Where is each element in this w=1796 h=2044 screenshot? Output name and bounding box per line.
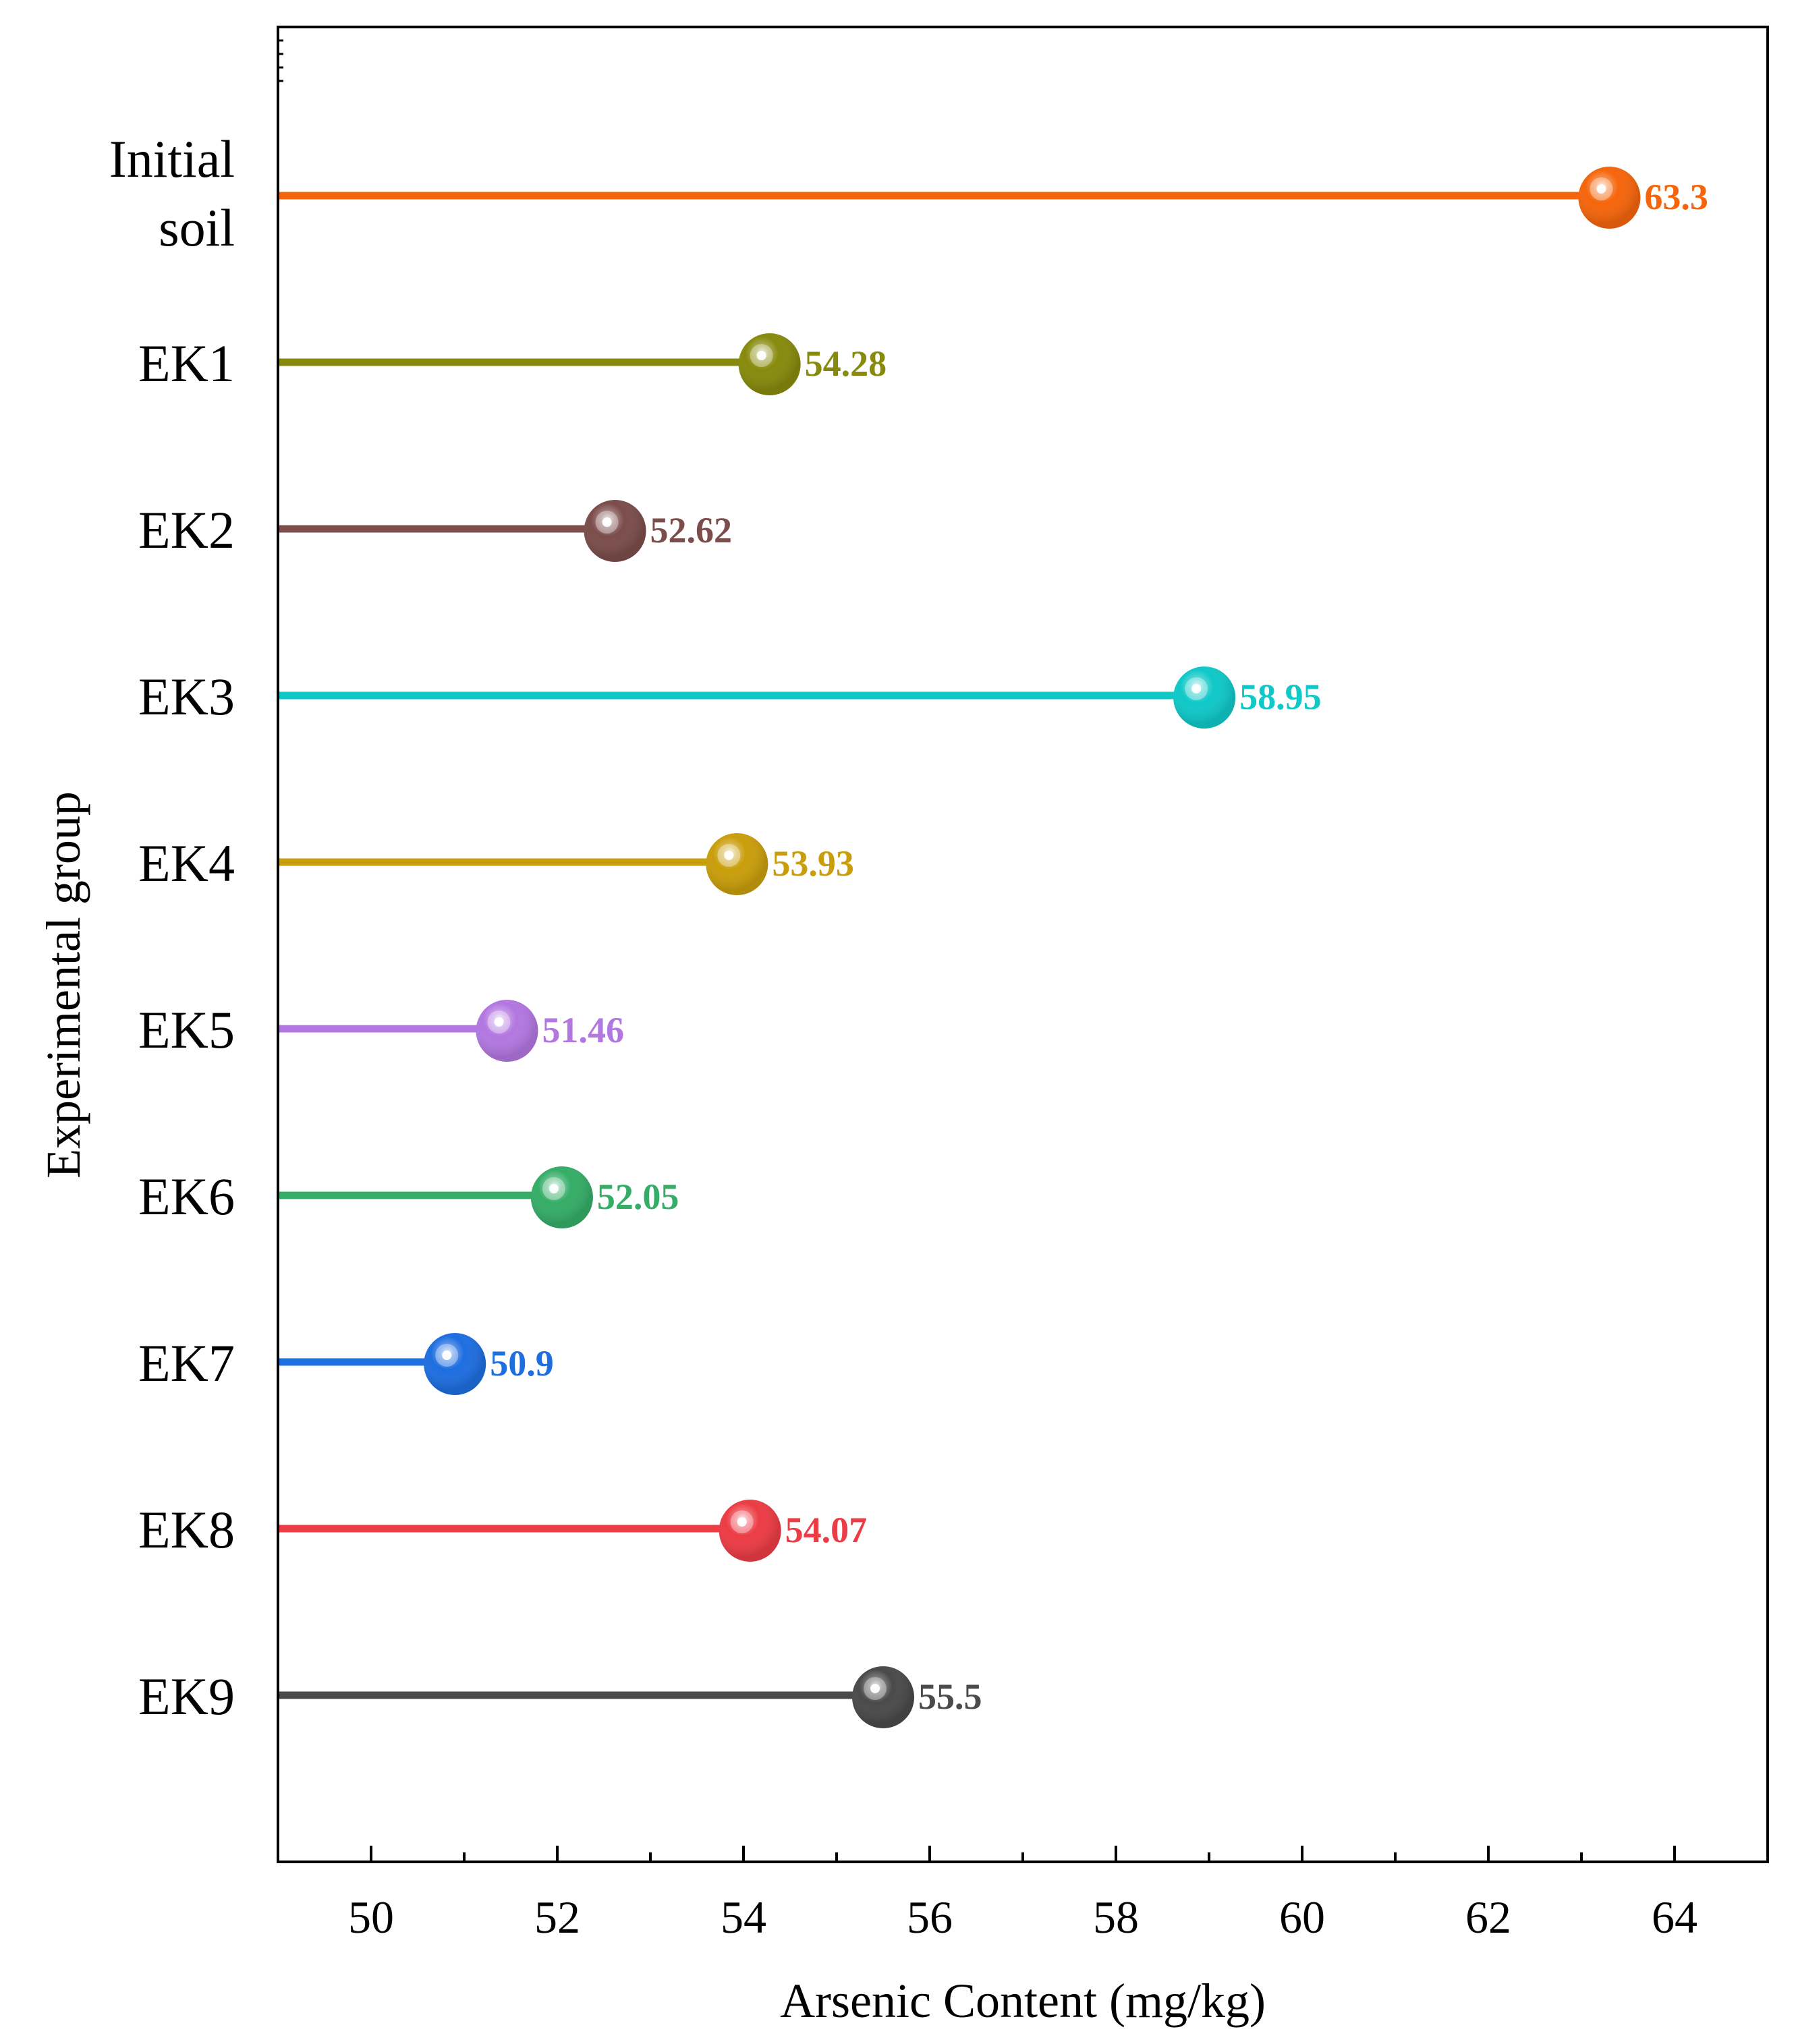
marker-highlight-dot [494,1017,504,1027]
marker-shine [424,1333,486,1395]
marker-highlight-dot [1191,684,1202,693]
y-axis-title: Experimental group [36,791,90,1179]
marker-shine [1578,167,1641,229]
category-label: EK9 [138,1667,235,1726]
category-label: EK8 [138,1500,235,1559]
lollipop-marker [424,1333,486,1395]
value-label: 55.5 [918,1676,982,1717]
value-label: 52.62 [650,510,733,550]
x-tick-label: 64 [1652,1892,1697,1943]
value-label: 50.9 [490,1343,554,1384]
marker-highlight-dot [870,1684,880,1693]
category-label: EK1 [138,334,235,393]
x-tick-label: 52 [534,1892,580,1943]
marker-shine [584,500,646,562]
marker-shine [1173,666,1236,729]
value-label: 54.07 [785,1510,868,1550]
category-label: EK5 [138,1000,235,1059]
value-label: 51.46 [542,1010,624,1050]
marker-shine [530,1166,593,1228]
marker-highlight-dot [1596,184,1606,194]
value-label: 52.05 [597,1176,679,1217]
category-label: EK2 [138,501,235,559]
marker-highlight-dot [442,1351,452,1360]
value-label: 53.93 [772,843,854,884]
category-label: Initial [109,130,235,188]
markers-layer: 63.3 54.28 52.62 58.95 53.93 51.46 52.05 50.9 54… [424,167,1708,1728]
x-tick-label: 62 [1465,1892,1511,1943]
value-label: 54.28 [805,343,887,384]
marker-highlight-dot [724,851,734,860]
lollipop-marker [584,500,646,562]
lollipop-marker [530,1166,593,1228]
marker-shine [738,333,801,395]
x-tick-label: 60 [1279,1892,1325,1943]
lollipop-marker [476,1000,538,1062]
x-axis-ticks: 50 52 54 56 58 60 62 64 [277,26,1769,1943]
x-tick-label: 54 [721,1892,766,1943]
x-tick-label: 58 [1093,1892,1139,1943]
marker-highlight-dot [756,351,766,360]
marker-highlight-dot [737,1517,747,1527]
lollipop-marker [738,333,801,395]
lollipop-marker [1173,666,1236,729]
value-label: 63.3 [1644,177,1708,217]
category-label: EK3 [138,667,235,726]
x-tick-label: 56 [907,1892,953,1943]
marker-highlight-dot [549,1184,559,1193]
lollipop-marker [719,1500,781,1562]
marker-shine [719,1500,781,1562]
lollipop-marker [706,833,768,895]
category-label: EK4 [138,834,235,892]
x-tick-label: 50 [348,1892,394,1943]
marker-highlight-dot [602,517,612,527]
lollipop-marker [852,1666,914,1728]
category-label: EK6 [138,1167,235,1226]
y-axis-category-labels: Initial soil EK1 EK2 EK3 EK4 EK5 EK6 EK7 EK8 EK9 [109,130,235,1726]
plot-frame [277,26,1769,1863]
category-label: soil [159,198,235,257]
marker-shine [852,1666,914,1728]
stems-layer [278,192,1610,1699]
x-axis-title: Arsenic Content (mg/kg) [780,1974,1266,2028]
marker-shine [476,1000,538,1062]
category-label: EK7 [138,1334,235,1392]
lollipop-marker [1578,167,1641,229]
marker-shine [706,833,768,895]
value-label: 58.95 [1239,677,1322,717]
